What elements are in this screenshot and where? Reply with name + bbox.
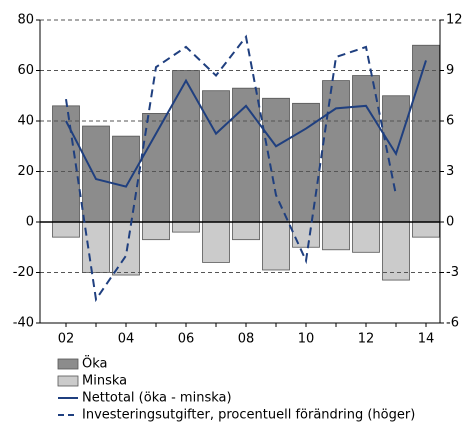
y-tick-label: -40 [13, 316, 34, 331]
x-tick-label: 02 [58, 332, 75, 347]
bar [82, 125, 110, 223]
bar [352, 75, 380, 223]
y2-tick-label: 9 [446, 63, 454, 78]
bar [82, 221, 110, 273]
legend-label: Nettotal (öka - minska) [82, 391, 232, 406]
legend-label: Investeringsutgifter, procentuell föränd… [82, 408, 415, 423]
bar [412, 44, 440, 223]
bar [232, 221, 260, 241]
bar [202, 90, 230, 223]
y-tick-label: 0 [26, 215, 34, 230]
bar [292, 221, 320, 248]
bar [172, 221, 200, 233]
bar [52, 221, 80, 238]
y2-tick-label: 6 [446, 114, 454, 129]
bar [172, 70, 200, 223]
bar [142, 221, 170, 241]
y-tick-label: -20 [13, 265, 34, 280]
bar [322, 80, 350, 223]
line [65, 60, 427, 188]
y-tick-label: 40 [17, 114, 34, 129]
x-tick-label: 14 [418, 332, 435, 347]
bar [262, 97, 290, 223]
legend-swatch [57, 375, 79, 387]
x-tick-label: 06 [178, 332, 195, 347]
bar [232, 87, 260, 223]
y2-tick-label: 12 [446, 13, 463, 28]
bar [382, 221, 410, 281]
legend-label: Minska [82, 374, 127, 389]
bar [352, 221, 380, 253]
x-tick-label: 04 [118, 332, 135, 347]
bar [412, 221, 440, 238]
bar [112, 221, 140, 276]
y-tick-label: 60 [17, 63, 34, 78]
y2-tick-label: 0 [446, 215, 454, 230]
bar [112, 135, 140, 223]
x-tick-label: 12 [358, 332, 375, 347]
y-tick-label: 80 [17, 13, 34, 28]
bar [142, 113, 170, 223]
line [65, 34, 397, 303]
y-tick-label: 20 [17, 164, 34, 179]
bar [322, 221, 350, 251]
legend-label: Öka [82, 355, 108, 372]
legend-swatch [57, 358, 79, 370]
bar [202, 221, 230, 263]
y2-tick-label: -6 [446, 316, 459, 331]
y2-tick-label: -3 [446, 265, 459, 280]
x-tick-label: 08 [238, 332, 255, 347]
bar [262, 221, 290, 271]
x-tick-label: 10 [298, 332, 315, 347]
bar [382, 95, 410, 223]
y2-tick-label: 3 [446, 164, 454, 179]
